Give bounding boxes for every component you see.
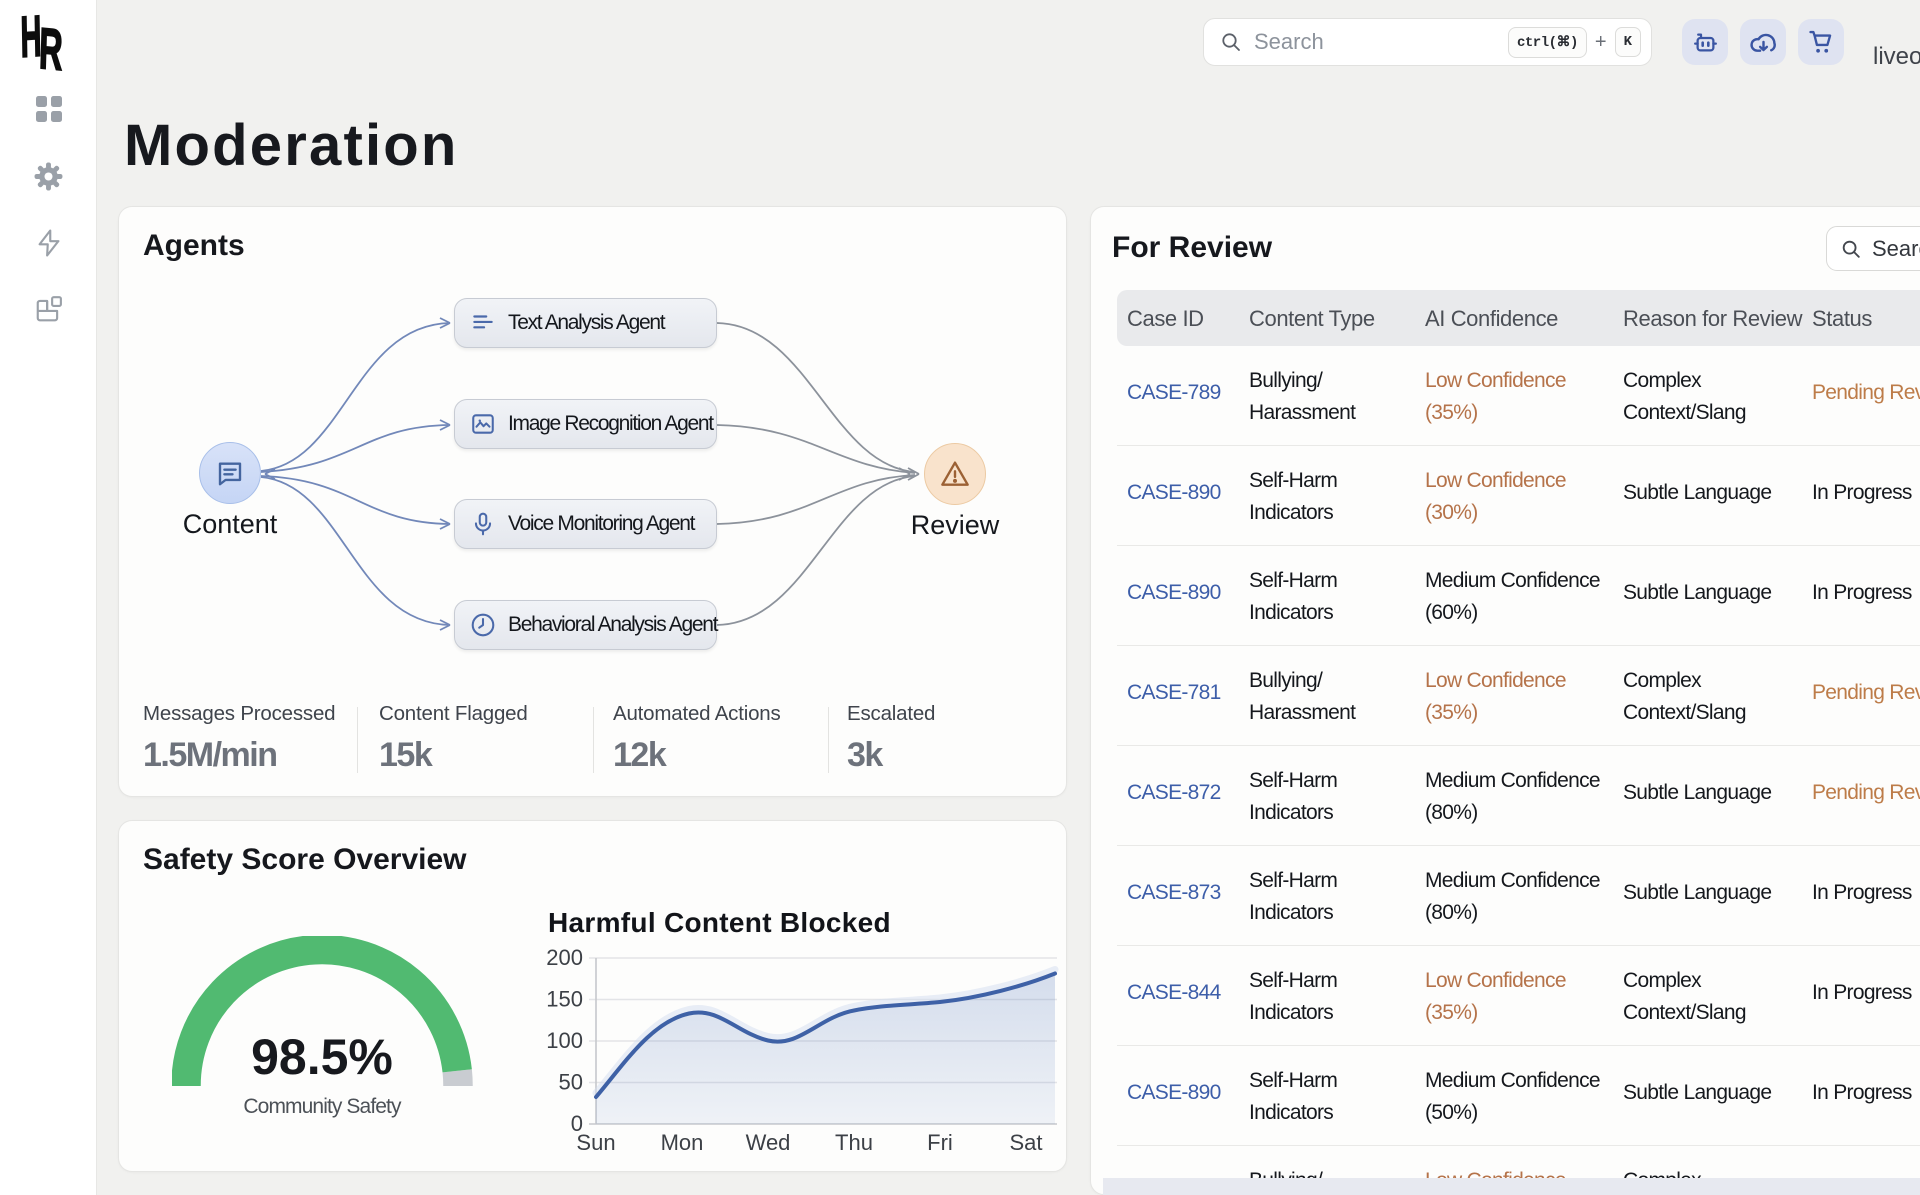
svg-text:200: 200 xyxy=(546,945,583,970)
svg-text:50: 50 xyxy=(559,1070,583,1095)
svg-text:Sun: Sun xyxy=(576,1130,615,1155)
svg-text:100: 100 xyxy=(546,1028,583,1053)
svg-text:Wed: Wed xyxy=(746,1130,791,1155)
svg-text:0: 0 xyxy=(571,1111,583,1136)
svg-text:Fri: Fri xyxy=(927,1130,953,1155)
svg-text:150: 150 xyxy=(546,987,583,1012)
svg-text:Mon: Mon xyxy=(661,1130,704,1155)
svg-text:Sat: Sat xyxy=(1009,1130,1042,1155)
svg-text:Thu: Thu xyxy=(835,1130,873,1155)
